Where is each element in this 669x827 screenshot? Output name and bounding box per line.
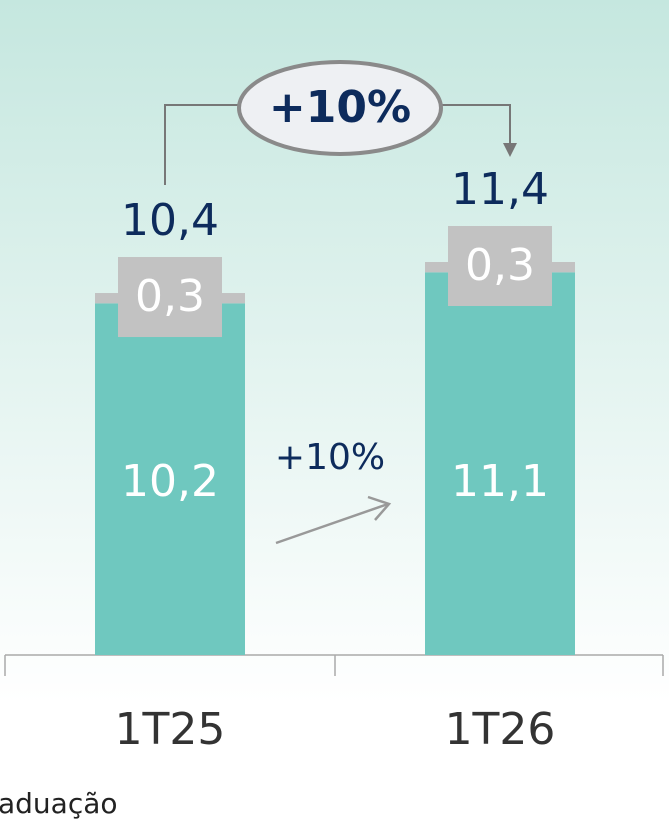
- bar-label: 0,3: [135, 271, 205, 322]
- total-label: 11,4: [451, 164, 549, 215]
- bar-segment: [425, 272, 575, 655]
- bar-label: 11,1: [451, 456, 549, 507]
- bar-label: 10,2: [121, 456, 219, 507]
- total-label: 10,4: [121, 195, 219, 246]
- growth-total: +10%: [269, 82, 411, 133]
- growth-arrow: [275, 502, 389, 545]
- arrow-head: [503, 143, 517, 157]
- growth-arrow-head: [367, 495, 392, 521]
- bracket-right: [440, 104, 511, 145]
- bar-segment: [95, 303, 245, 655]
- footer-text: aduação: [0, 787, 118, 820]
- x-tick-label: 1T26: [445, 704, 556, 755]
- growth-badge: [237, 60, 443, 156]
- bracket-left: [164, 104, 240, 185]
- growth-bottom: +10%: [275, 437, 385, 478]
- x-tick-label: 1T25: [115, 704, 226, 755]
- label-box: [118, 257, 222, 338]
- bar-label: 0,3: [465, 240, 535, 291]
- label-box: [448, 226, 552, 306]
